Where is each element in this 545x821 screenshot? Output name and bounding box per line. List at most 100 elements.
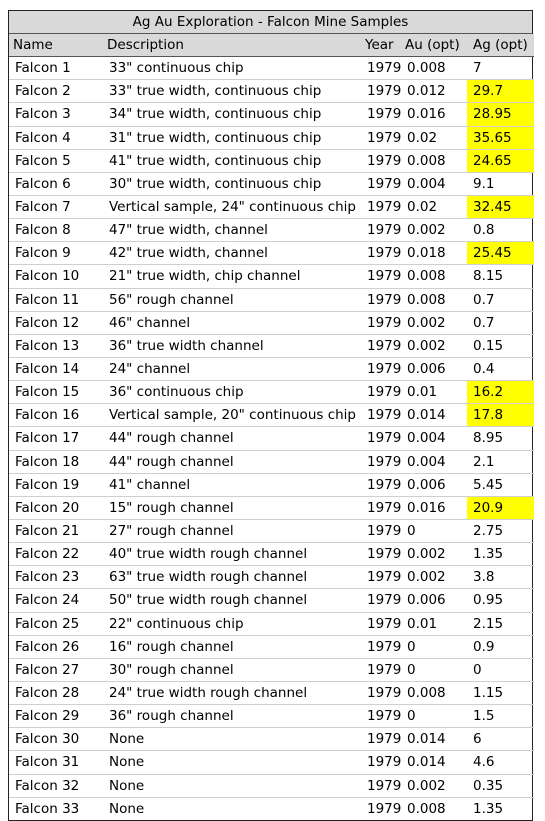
cell-au: 0 (401, 658, 467, 682)
cell-ag: 17.8 (467, 403, 534, 428)
cell-year: 1979 (361, 102, 401, 127)
cell-name: Falcon 24 (9, 588, 103, 613)
table-row: Falcon 23 63" true width rough channel 197… (9, 565, 534, 590)
cell-name: Falcon 33 (15, 800, 80, 817)
cell-year: 1979 (367, 800, 401, 817)
table-row: Falcon 27 30" rough channel 1979 0 0 (9, 658, 534, 682)
cell-description: 15" rough channel (103, 496, 361, 520)
cell-name: Falcon 20 (9, 496, 103, 520)
cell-year: 1979 (361, 56, 401, 81)
cell-au: 0.012 (401, 79, 467, 104)
cell-name: Falcon 14 (9, 357, 103, 382)
cell-description: 21" true width, chip channel (103, 264, 361, 289)
column-header-year: Year (361, 34, 401, 58)
cell-ag: 1.5 (467, 704, 534, 729)
cell-description: 63" true width rough channel (103, 565, 361, 590)
cell-year: 1979 (361, 334, 401, 358)
cell-year: 1979 (361, 403, 401, 428)
cell-year: 1979 (361, 195, 401, 220)
cell-au: 0.01 (401, 612, 467, 636)
table-row: Falcon 19 41" channel 1979 0.006 5.45 (9, 473, 534, 497)
cell-au: 0.014 (401, 750, 467, 775)
cell-name: Falcon 28 (9, 681, 103, 706)
table-row: Falcon 14 24" channel 1979 0.006 0.4 (9, 357, 534, 382)
cell-ag: 8.15 (467, 264, 534, 289)
table-row: Falcon 26 16" rough channel 1979 0 0.9 (9, 635, 534, 659)
cell-au: 0.02 (401, 126, 467, 150)
cell-ag: 0.35 (467, 774, 534, 798)
cell-description: 33" continuous chip (103, 56, 361, 81)
cell-au: 0.004 (401, 172, 467, 196)
cell-description: 40" true width rough channel (103, 542, 361, 567)
cell-name: Falcon 5 (9, 149, 103, 173)
cell-year: 1979 (361, 311, 401, 335)
cell-au: 0.008 (401, 264, 467, 289)
table-row: Falcon 20 15" rough channel 1979 0.016 20.9 (9, 496, 534, 520)
table-row: Falcon 9 42" true width, channel 1979 0.018… (9, 241, 534, 266)
cell-name: Falcon 30 (9, 727, 103, 752)
table-row: Falcon 18 44" rough channel 1979 0.004 2.1 (9, 450, 534, 474)
cell-name: Falcon 10 (9, 264, 103, 289)
table-row: Falcon 6 30" true width, continuous chip 1… (9, 172, 534, 196)
cell-ag: 0 (467, 658, 534, 682)
cell-description: 56" rough channel (103, 288, 361, 312)
cell-year: 1979 (361, 612, 401, 636)
cell-description: 16" rough channel (103, 635, 361, 659)
cell-description: 22" continuous chip (103, 612, 361, 636)
cell-ag: 0.4 (467, 357, 534, 382)
cell-year: 1979 (361, 704, 401, 729)
cell-name: Falcon 15 (9, 380, 103, 405)
table-row: Falcon 11 56" rough channel 1979 0.008 0.7 (9, 288, 534, 312)
cell-description: 41" channel (103, 473, 361, 497)
table-row: Falcon 16 Vertical sample, 20" continuous… (9, 403, 534, 428)
cell-ag: 0.7 (467, 288, 534, 312)
cell-name: Falcon 16 (9, 403, 103, 428)
cell-ag: 9.1 (467, 172, 534, 196)
cell-ag: 5.45 (467, 473, 534, 497)
table-row: Falcon 32 None 1979 0.002 0.35 (9, 774, 534, 798)
table-row: Falcon 10 21" true width, chip channel 197… (9, 264, 534, 289)
cell-ag: 20.9 (467, 496, 534, 520)
cell-ag: 3.8 (467, 565, 534, 590)
column-header-au: Au (opt) (401, 34, 467, 58)
cell-description: 27" rough channel (103, 519, 361, 544)
cell-year: 1979 (361, 658, 401, 682)
cell-ag: 0.9 (467, 635, 534, 659)
table-row: Falcon 1 33" continuous chip 1979 0.008 7 (9, 56, 534, 81)
cell-au: 0 (401, 519, 467, 544)
table-row: Falcon 15 36" continuous chip 1979 0.01 16.2 (9, 380, 534, 405)
cell-description: 42" true width, channel (103, 241, 361, 266)
cell-name: Falcon 3 (9, 102, 103, 127)
cell-ag: 2.75 (467, 519, 534, 544)
table-row: Falcon 8 47" true width, channel 1979 0.002… (9, 218, 534, 243)
cell-name: Falcon 31 (9, 750, 103, 775)
cell-ag: 1.35 (473, 800, 504, 817)
cell-name: Falcon 19 (9, 473, 103, 497)
cell-description: None (109, 800, 145, 817)
cell-au: 0.006 (401, 588, 467, 613)
cell-au: 0.002 (401, 774, 467, 798)
table-row: Falcon 3 34" true width, continuous chip 1… (9, 102, 534, 127)
cell-ag: 2.15 (467, 612, 534, 636)
cell-description: 34" true width, continuous chip (103, 102, 361, 127)
column-header-ag: Ag (opt) (467, 34, 534, 58)
cell-au: 0.004 (401, 450, 467, 474)
cell-name: Falcon 18 (9, 450, 103, 474)
cell-au: 0 (401, 704, 467, 729)
cell-year: 1979 (361, 126, 401, 150)
cell-name: Falcon 11 (9, 288, 103, 312)
cell-description: 36" rough channel (103, 704, 361, 729)
cell-au: 0.006 (401, 473, 467, 497)
table-row: Falcon 13 36" true width channel 1979 0.002… (9, 334, 534, 358)
table-row: Falcon 7 Vertical sample, 24" continuous … (9, 195, 534, 220)
cell-ag: 6 (467, 727, 534, 752)
table-row: Falcon 5 41" true width, continuous chip 1… (9, 149, 534, 173)
cell-au: 0.008 (401, 681, 467, 706)
cell-description: 41" true width, continuous chip (103, 149, 361, 173)
cell-ag: 1.15 (467, 681, 534, 706)
cell-description: 30" true width, continuous chip (103, 172, 361, 196)
cell-au: 0.01 (401, 380, 467, 405)
samples-sheet: Ag Au Exploration - Falcon Mine Samples … (8, 10, 534, 821)
cell-description: 36" true width channel (103, 334, 361, 358)
cell-ag: 2.1 (467, 450, 534, 474)
